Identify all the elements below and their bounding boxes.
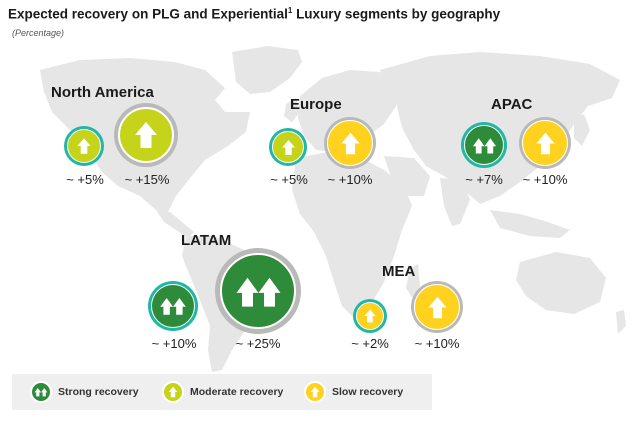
double-arrow-icon — [472, 137, 496, 153]
single-arrow-icon — [427, 296, 447, 318]
europe-experiential-bubble — [327, 120, 373, 166]
latam-plg-bubble — [151, 284, 195, 328]
north-america-experiential-value: ~ +15% — [124, 172, 170, 187]
single-arrow-icon — [535, 132, 555, 154]
slow-recovery-icon — [304, 381, 326, 403]
latam-plg-value: ~ +10% — [151, 336, 197, 351]
region-name-europe: Europe — [290, 96, 342, 113]
legend-item-slow: Slow recovery — [304, 381, 403, 403]
double-arrow-icon — [160, 298, 186, 315]
single-arrow-icon — [281, 139, 295, 155]
apac-plg-value: ~ +7% — [465, 172, 503, 187]
single-arrow-icon — [135, 122, 157, 148]
legend-label-slow: Slow recovery — [332, 386, 404, 398]
strong-recovery-icon — [30, 381, 52, 403]
title-footnote: 1 — [287, 6, 293, 15]
legend-item-strong: Strong recovery — [30, 381, 139, 403]
chart-title: Expected recovery on PLG and Experientia… — [8, 6, 501, 22]
chart-subtitle: (Percentage) — [12, 28, 65, 38]
double-arrow-icon — [236, 277, 280, 307]
region-name-north-america: North America — [51, 84, 154, 101]
europe-plg-value: ~ +5% — [270, 172, 308, 187]
mea-plg-bubble — [356, 302, 384, 330]
single-arrow-icon — [168, 386, 178, 398]
legend-label-moderate: Moderate recovery — [190, 386, 284, 398]
region-name-mea: MEA — [382, 263, 416, 280]
single-arrow-icon — [364, 309, 376, 323]
legend-item-moderate: Moderate recovery — [162, 381, 283, 403]
region-name-apac: APAC — [491, 96, 533, 113]
apac-experiential-value: ~ +10% — [522, 172, 568, 187]
europe-experiential-value: ~ +10% — [327, 172, 373, 187]
latam-experiential-value: ~ +25% — [235, 336, 281, 351]
legend-label-strong: Strong recovery — [58, 386, 139, 398]
latam-experiential-bubble — [220, 253, 296, 329]
north-america-plg-bubble — [67, 129, 101, 163]
single-arrow-icon — [77, 138, 91, 154]
double-arrow-icon — [34, 388, 48, 397]
north-america-plg-value: ~ +5% — [66, 172, 104, 187]
mea-experiential-value: ~ +10% — [414, 336, 460, 351]
apac-plg-bubble — [464, 125, 504, 165]
mea-experiential-bubble — [414, 284, 460, 330]
region-name-latam: LATAM — [181, 232, 232, 249]
single-arrow-icon — [340, 132, 360, 154]
mea-plg-value: ~ +2% — [351, 336, 389, 351]
single-arrow-icon — [310, 386, 320, 398]
moderate-recovery-icon — [162, 381, 184, 403]
legend: Strong recovery Moderate recovery Slow r… — [12, 374, 432, 410]
europe-plg-bubble — [272, 131, 304, 163]
apac-experiential-bubble — [522, 120, 568, 166]
north-america-experiential-bubble — [118, 107, 174, 163]
